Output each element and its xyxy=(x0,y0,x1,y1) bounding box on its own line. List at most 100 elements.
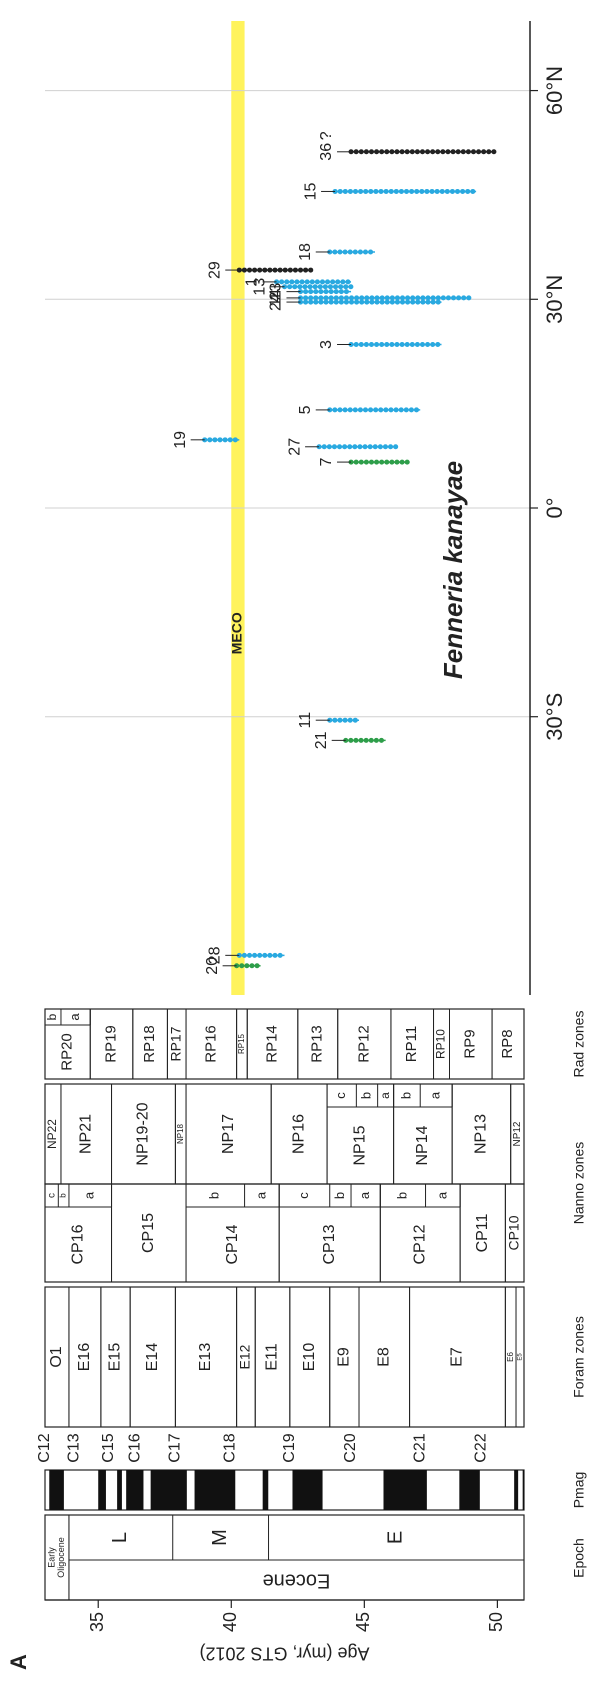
subzone-label: c xyxy=(46,1193,57,1198)
zone-label: NP21 xyxy=(77,1114,94,1154)
normal-polarity xyxy=(194,1470,236,1510)
zone-label: E14 xyxy=(144,1343,161,1372)
zone-label: RP14 xyxy=(263,1025,280,1063)
series-label: 24 xyxy=(268,293,285,311)
zone-label: NP15 xyxy=(352,1125,369,1165)
series-label: 29 xyxy=(206,261,223,279)
zone-label: RP20 xyxy=(59,1033,76,1071)
subzone-label: M xyxy=(209,1529,231,1546)
zone-label: E6 xyxy=(506,1352,515,1362)
series-label: 27 xyxy=(286,438,303,456)
column-header: Rad zones xyxy=(571,1011,587,1078)
column-header: Foram zones xyxy=(571,1316,587,1398)
normal-polarity xyxy=(98,1470,106,1510)
zone-label: CP12 xyxy=(411,1224,428,1264)
zone-label: RP15 xyxy=(237,1033,246,1054)
panel-label: A xyxy=(6,1654,31,1670)
zone-label: E13 xyxy=(197,1343,214,1372)
subzone-label: c xyxy=(296,1192,311,1199)
normal-polarity xyxy=(459,1470,480,1510)
series-label: 15 xyxy=(302,182,319,200)
normal-polarity xyxy=(49,1470,64,1510)
zone-label: RP12 xyxy=(355,1025,372,1063)
zone-label: CP15 xyxy=(140,1213,157,1253)
zone-label: NP14 xyxy=(414,1125,431,1165)
column-header: Nanno zones xyxy=(571,1142,587,1225)
normal-polarity xyxy=(383,1470,427,1510)
chron-label: C18 xyxy=(221,1433,238,1462)
chart-title: Fenneria kanayae xyxy=(438,461,468,679)
series-label: 14 xyxy=(268,289,285,307)
zone-label: NP12 xyxy=(512,1121,523,1146)
x-tick-label: 30°S xyxy=(542,693,567,741)
normal-polarity xyxy=(150,1470,187,1510)
series-label: 1 xyxy=(244,277,261,286)
zone-label: Eocene xyxy=(263,1570,331,1592)
zone-label: E16 xyxy=(76,1343,93,1372)
chron-label: C16 xyxy=(127,1433,144,1462)
column-header: Epoch xyxy=(571,1538,587,1578)
zone-label: CP13 xyxy=(321,1224,338,1264)
zone-label: E7 xyxy=(449,1347,466,1367)
series-label: 7 xyxy=(318,458,335,467)
zone-label: CP14 xyxy=(224,1224,241,1264)
zone-label: NP16 xyxy=(290,1114,307,1154)
zone-label: E15 xyxy=(107,1343,124,1372)
subzone-label: a xyxy=(428,1091,443,1099)
zone-label: RP16 xyxy=(202,1025,219,1063)
series-label: 23 xyxy=(268,283,285,301)
subzone-label: b xyxy=(332,1192,347,1199)
zone-label: RP17 xyxy=(167,1026,183,1061)
column-header: Pmag xyxy=(571,1472,587,1509)
zone-label: Early xyxy=(47,1547,57,1568)
zone-label: Oligocene xyxy=(56,1537,66,1577)
subzone-label: a xyxy=(82,1191,97,1199)
series-label: 28 xyxy=(206,946,223,964)
zone-label: RP10 xyxy=(434,1029,448,1059)
y-tick-label: 40 xyxy=(220,1612,240,1632)
chron-label: C20 xyxy=(342,1433,359,1462)
column-frame xyxy=(44,1183,525,1283)
zone-label: NP13 xyxy=(473,1114,490,1154)
subzone-label: a xyxy=(378,1092,392,1099)
zone-label: RP9 xyxy=(462,1029,479,1058)
zone-label: NP17 xyxy=(220,1114,237,1154)
subzone-label: a xyxy=(357,1191,372,1199)
subzone-label: E xyxy=(385,1531,407,1544)
zone-label: CP16 xyxy=(69,1224,86,1264)
zone-label: E5 xyxy=(518,1353,524,1361)
zone-label: RP11 xyxy=(403,1026,420,1062)
x-tick-label: 60°N xyxy=(542,66,567,115)
normal-polarity xyxy=(514,1470,519,1510)
series-label: 13 xyxy=(252,278,269,296)
normal-polarity xyxy=(117,1470,122,1510)
zone-label: NP19-20 xyxy=(135,1102,152,1165)
normal-polarity xyxy=(522,1470,524,1510)
subzone-label: a xyxy=(67,1013,82,1021)
normal-polarity xyxy=(126,1470,144,1510)
series-label: 5 xyxy=(297,405,314,414)
column-frame xyxy=(44,1469,525,1511)
zone-label: RP8 xyxy=(499,1029,516,1058)
y-tick-label: 45 xyxy=(353,1612,373,1632)
series-label: 11 xyxy=(297,712,314,729)
y-tick-label: 35 xyxy=(87,1612,107,1632)
chron-label: C12 xyxy=(36,1433,53,1462)
series-label: 3 xyxy=(318,340,335,349)
series-label: 36 xyxy=(318,143,335,161)
subzone-label: b xyxy=(207,1192,222,1199)
series-label: 21 xyxy=(313,731,330,749)
chron-label: C17 xyxy=(167,1433,184,1462)
normal-polarity xyxy=(292,1470,323,1510)
subzone-label: b xyxy=(398,1092,413,1099)
zone-label: E9 xyxy=(336,1347,353,1367)
subzone-label: a xyxy=(253,1191,268,1199)
normal-polarity xyxy=(262,1470,269,1510)
series-label: 18 xyxy=(297,243,314,261)
zone-label: RP13 xyxy=(309,1025,326,1063)
zone-label: NP22 xyxy=(45,1119,59,1149)
zone-label: E12 xyxy=(237,1344,253,1369)
subzone-label: c xyxy=(333,1092,348,1099)
